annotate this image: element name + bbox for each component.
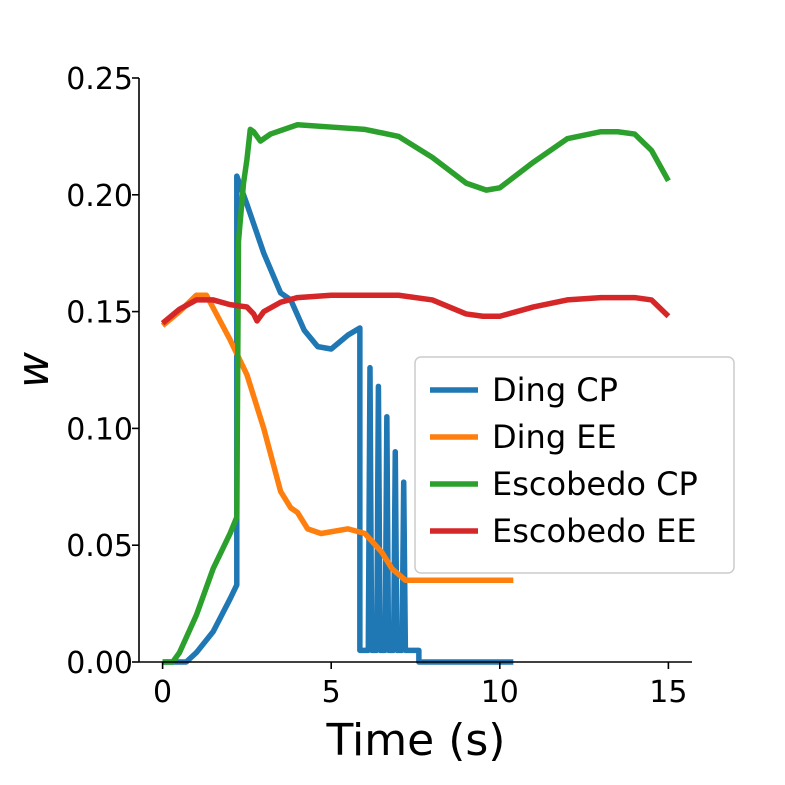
legend-frame bbox=[414, 356, 735, 574]
legend-label-ding-cp: Ding CP bbox=[492, 371, 618, 409]
y-tick-label: 0.25 bbox=[66, 62, 133, 97]
x-axis-label: Time (s) bbox=[326, 715, 506, 766]
legend-label-ding-ee: Ding EE bbox=[492, 418, 617, 456]
series-layer bbox=[160, 121, 671, 665]
y-tick-label: 0.10 bbox=[66, 412, 133, 447]
tick-layer: 0 5 10 15 0.00 0.05 0.10 0.15 0.20 0.25 bbox=[66, 62, 687, 710]
x-tick-label: 0 bbox=[153, 675, 172, 710]
y-tick-label: 0.15 bbox=[66, 296, 133, 331]
y-axis-label: w bbox=[8, 351, 59, 388]
y-tick-label: 0.05 bbox=[66, 529, 133, 564]
x-tick-label: 5 bbox=[322, 675, 341, 710]
x-tick-label: 15 bbox=[649, 675, 687, 710]
x-tick-label: 10 bbox=[481, 675, 519, 710]
legend-label-escobedo-ee: Escobedo EE bbox=[492, 512, 697, 550]
axes bbox=[138, 78, 692, 663]
legend: Ding CP Ding EE Escobedo CP Escobedo EE bbox=[414, 356, 735, 574]
y-tick-label: 0.20 bbox=[66, 179, 133, 214]
legend-label-escobedo-cp: Escobedo CP bbox=[492, 465, 698, 503]
series-line-escobedo-cp bbox=[162, 121, 671, 665]
y-tick-label: 0.00 bbox=[66, 646, 133, 681]
series-line-escobedo-ee bbox=[160, 292, 671, 326]
